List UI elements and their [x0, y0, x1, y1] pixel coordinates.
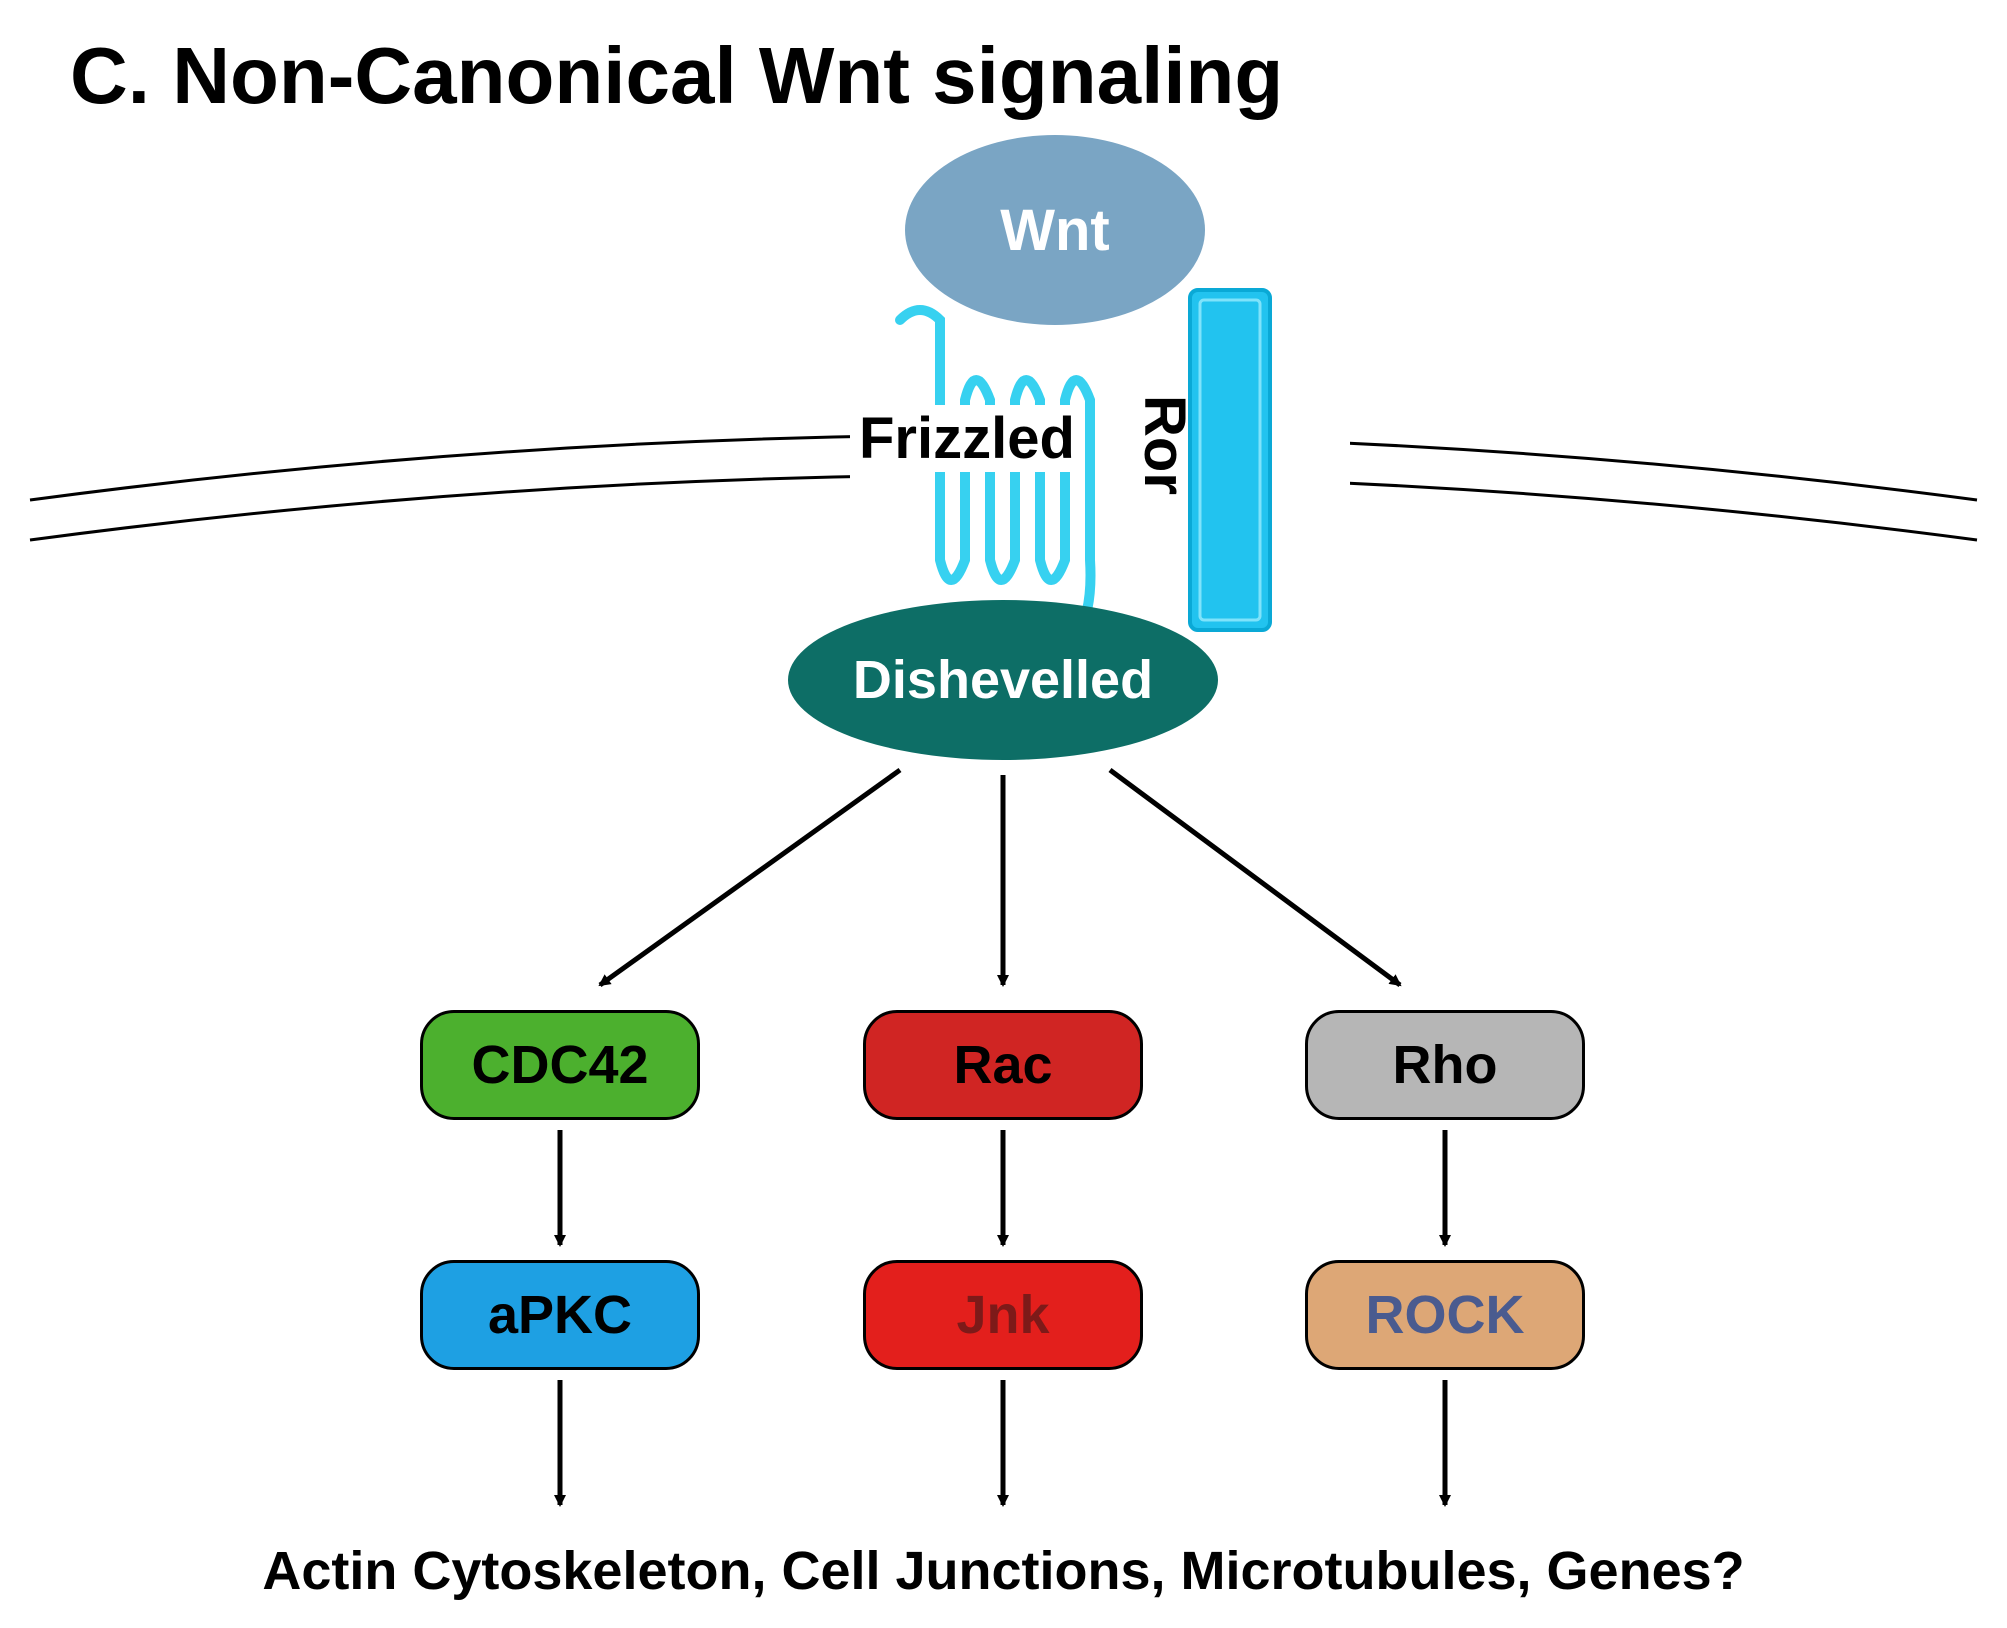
- apkc-node: aPKC: [420, 1260, 700, 1370]
- rho-label: Rho: [1393, 1034, 1498, 1096]
- arrow-dvl-cdc42: [600, 770, 900, 985]
- frizzled-label: Frizzled: [855, 405, 1079, 472]
- rock-node: ROCK: [1305, 1260, 1585, 1370]
- arrows: [560, 770, 1445, 1505]
- rac-label: Rac: [953, 1034, 1052, 1096]
- arrow-dvl-rho: [1110, 770, 1400, 985]
- apkc-label: aPKC: [488, 1284, 632, 1346]
- cdc42-node: CDC42: [420, 1010, 700, 1120]
- jnk-label: Jnk: [956, 1284, 1049, 1346]
- rock-label: ROCK: [1366, 1284, 1525, 1346]
- ror-label: Ror: [1131, 395, 1198, 495]
- rac-node: Rac: [863, 1010, 1143, 1120]
- wnt-node: Wnt: [905, 135, 1205, 325]
- panel-title: C. Non-Canonical Wnt signaling: [70, 30, 1283, 122]
- dishevelled-node: Dishevelled: [788, 600, 1218, 760]
- jnk-node: Jnk: [863, 1260, 1143, 1370]
- cdc42-label: CDC42: [471, 1034, 648, 1096]
- outcome-text: Actin Cytoskeleton, Cell Junctions, Micr…: [0, 1540, 2007, 1602]
- ror-receptor: [1190, 290, 1270, 630]
- wnt-label: Wnt: [1000, 197, 1110, 264]
- rho-node: Rho: [1305, 1010, 1585, 1120]
- diagram-canvas: C. Non-Canonical Wnt signaling: [0, 0, 2007, 1628]
- dishevelled-label: Dishevelled: [853, 649, 1153, 711]
